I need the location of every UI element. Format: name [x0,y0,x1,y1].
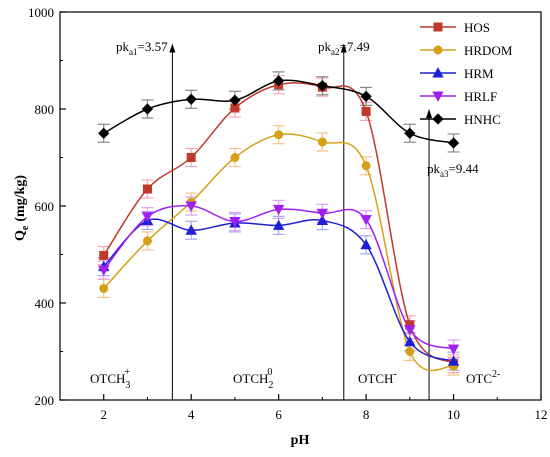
data-point-hnhc [98,127,110,139]
data-point-hrlf [185,201,197,212]
data-point-hnhc [141,103,154,115]
legend-item-hos: HOS [420,20,490,35]
x-tick-label: 4 [188,407,195,422]
data-point-hos [186,153,196,163]
y-axis-title-main: Q [13,230,28,241]
data-point-hrdom [99,283,109,293]
y-tick-label: 800 [35,102,55,117]
data-point-hnhc [404,127,416,139]
legend-marker [433,22,443,32]
data-point-hos [99,250,109,260]
series-markers [98,75,460,371]
legend-label: HNHC [464,112,501,127]
x-tick-label: 10 [447,407,460,422]
data-point-hrdom [317,137,327,147]
legend-marker [432,67,444,78]
data-point-hrlf [229,217,241,228]
series-line-hrdom [103,133,454,372]
pka-labels: pka1=3.57 pka2=7.49 pka3=9.44 [116,39,479,179]
data-point-hrlf [360,215,372,226]
pka2-label: pka2=7.49 [318,39,370,57]
data-point-hrlf [316,208,329,220]
data-point-hnhc [185,93,197,105]
pka-arrowhead [340,43,347,53]
data-point-hrdom [405,346,415,356]
data-point-hrdom [274,130,284,140]
data-point-hrdom [230,153,240,163]
pka-arrowhead [426,109,433,118]
species-label-otch2: OTCH20 [233,367,273,391]
y-axis-title-unit: (mg/kg) [13,175,28,222]
data-point-hrlf [141,212,154,223]
pka1-label: pka1=3.57 [116,39,168,57]
data-point-hnhc [316,80,328,92]
legend-marker [433,45,443,55]
legend-label: HRM [464,66,494,81]
svg-text:Qe(mg/kg): Qe (mg/kg) [13,175,31,241]
legend-marker [432,91,444,102]
y-tick-label: 600 [35,199,55,214]
data-point-hos [142,184,152,194]
data-point-hrm [404,335,416,347]
x-tick-label: 8 [363,407,370,422]
legend-label: HRDOM [464,43,513,58]
data-point-hnhc [447,137,460,149]
x-tick-label: 2 [100,407,107,422]
data-point-hrm [447,355,460,366]
data-point-hrlf [447,344,460,355]
data-point-hrdom [142,236,152,246]
legend: HOS HRDOM HRM HRLF HNHC [420,20,513,127]
data-point-hrm [185,224,197,235]
legend-item-hrm: HRM [420,66,494,81]
reference-lines [169,43,433,400]
y-tick-label: 1000 [28,5,54,20]
y-tick-label: 400 [35,296,55,311]
y-axis-title: Qe (mg/kg) [13,175,31,241]
pka-arrowhead [169,43,176,53]
legend-marker [432,113,444,125]
legend-item-hrlf: HRLF [420,89,497,104]
data-point-hnhc [273,75,285,87]
y-axis-title-sub: e [20,225,31,230]
series-line-hos [103,82,455,365]
data-point-hos [361,106,371,116]
axis-ticks: 2 4 6 8 10 12 200 400 600 800 1000 [28,5,548,422]
legend-label: HRLF [464,89,497,104]
data-point-hrlf [404,325,416,336]
data-point-hrdom [361,161,371,171]
legend-item-hrdom: HRDOM [420,43,513,58]
species-label-otch3: OTCH3+ [90,367,130,391]
data-point-hrm [316,214,329,226]
y-tick-label: 200 [35,393,55,408]
x-tick-label: 12 [535,407,548,422]
data-point-hrm [272,219,285,230]
legend-label: HOS [464,20,490,35]
data-point-hnhc [360,90,372,103]
x-tick-label: 6 [275,407,282,422]
pka3-label: pka3=9.44 [427,161,479,179]
species-label-otc: OTC2- [466,369,500,386]
data-point-hnhc [229,94,241,106]
species-labels: OTCH3+ OTCH20 OTCH- OTC2- [90,367,500,391]
x-axis-title: pH [291,433,310,448]
species-label-otch: OTCH- [358,369,397,386]
data-point-hrlf [98,265,110,276]
data-point-hrlf [272,204,285,216]
data-point-hrm [360,238,372,250]
legend-item-hnhc: HNHC [420,112,501,127]
